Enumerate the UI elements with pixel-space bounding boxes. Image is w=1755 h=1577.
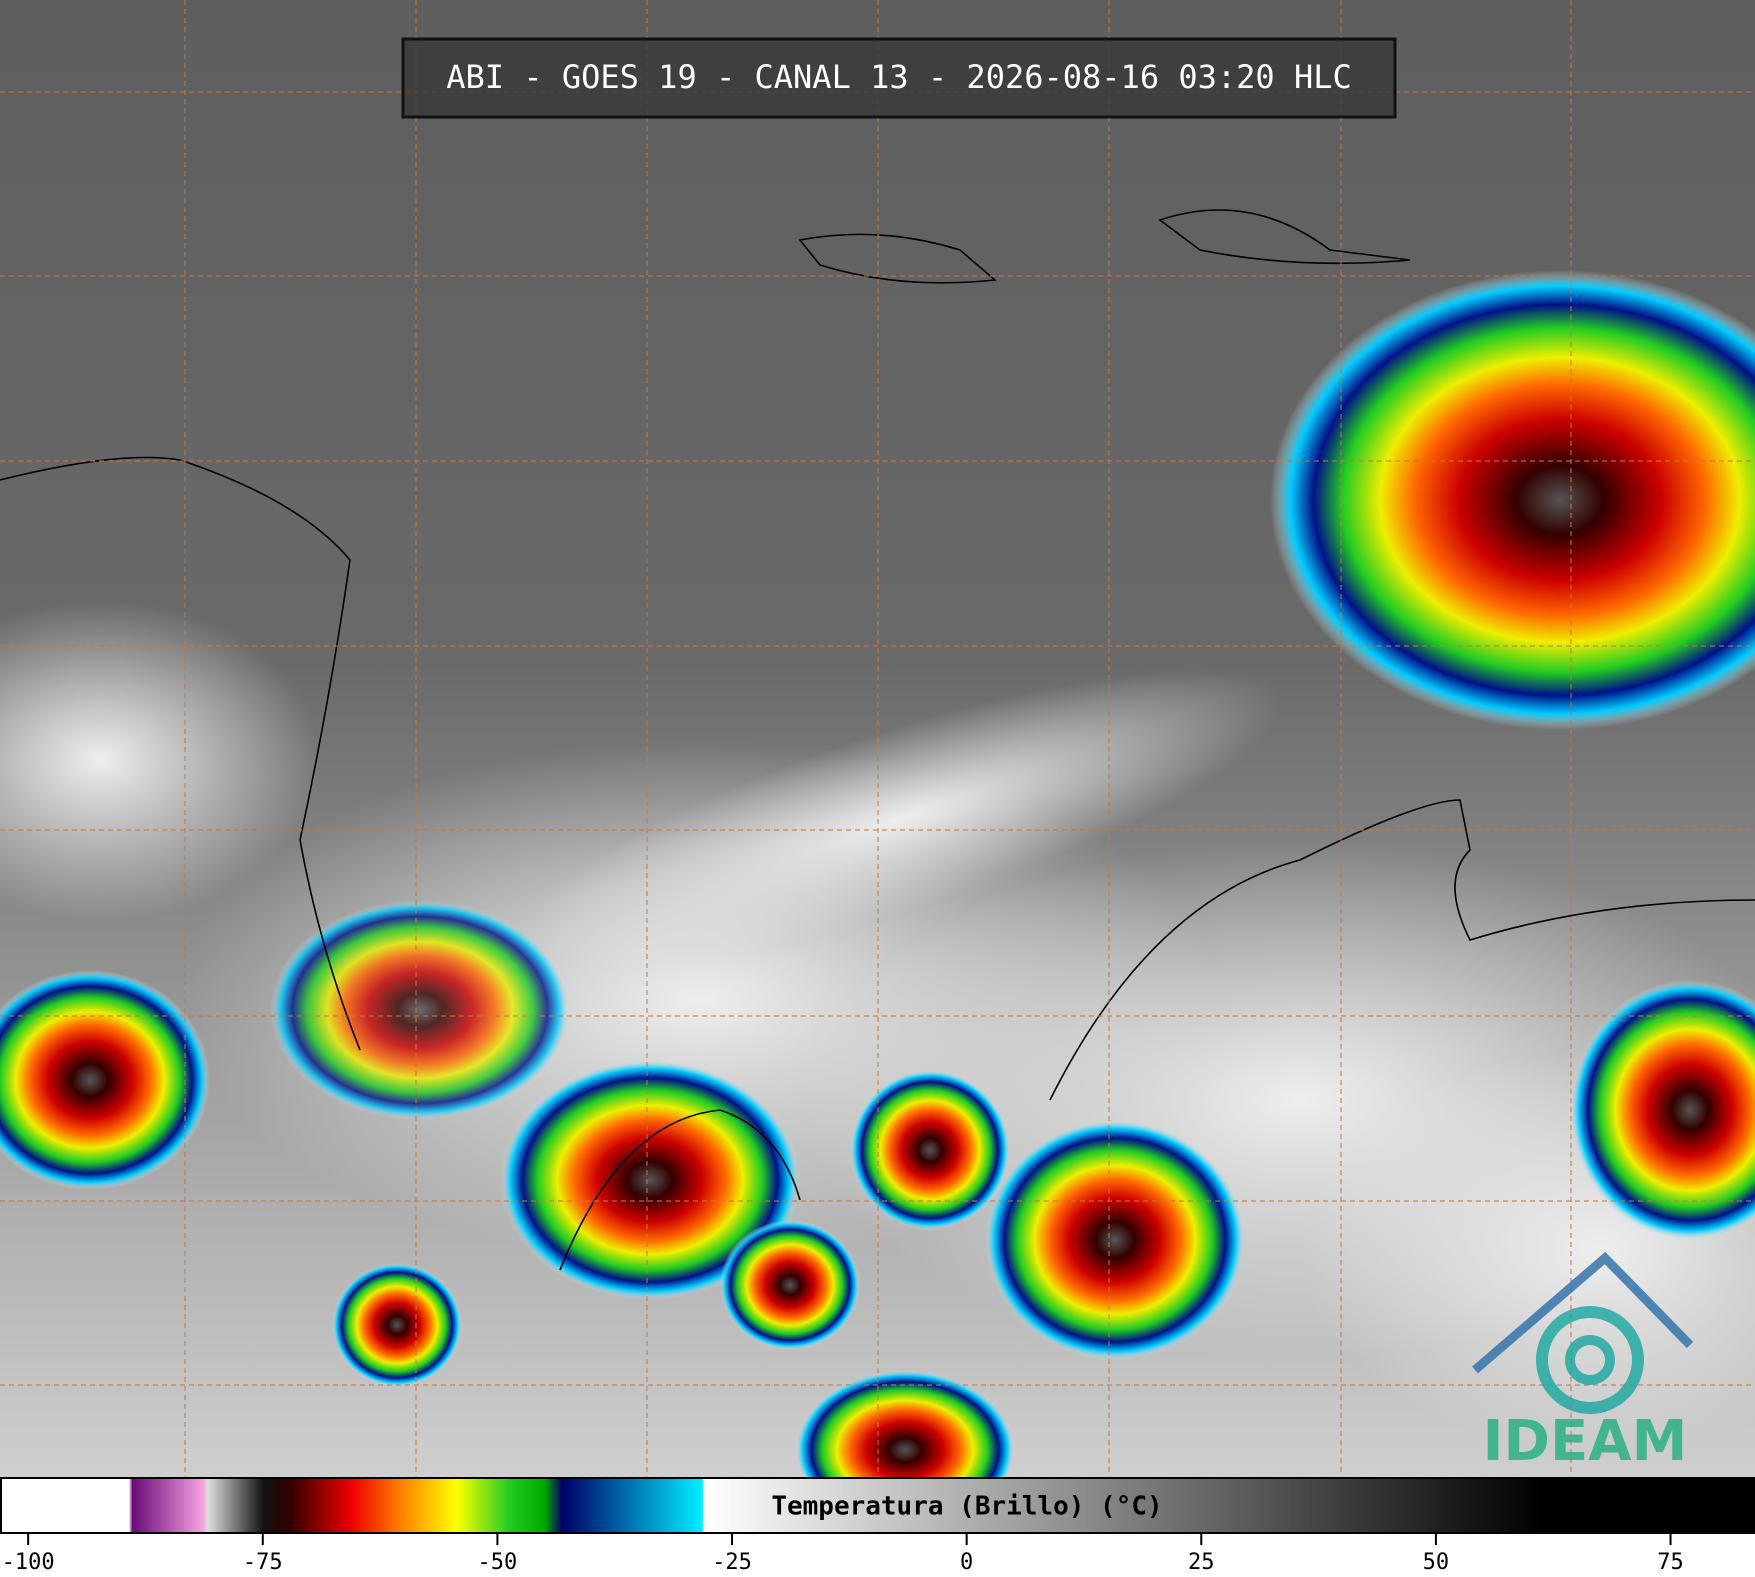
graticule: [0, 0, 1755, 1477]
tick-label: 75: [1657, 1550, 1684, 1575]
logo: IDEAM: [1472, 1251, 1694, 1474]
logo-text: IDEAM: [1483, 1409, 1688, 1474]
colorbar-label: Temperatura (Brillo) (°C): [771, 1492, 1162, 1522]
colorbar: [0, 1477, 1755, 1534]
coastlines: [0, 209, 1755, 1271]
tick-label: 50: [1423, 1550, 1450, 1575]
storms: [0, 270, 1755, 1530]
title: ABI - GOES 19 - CANAL 13 - 2026-08-16 03…: [446, 58, 1351, 96]
tick-label: -50: [478, 1550, 518, 1575]
tick-label: -100: [2, 1550, 55, 1575]
tick-label: -75: [243, 1550, 283, 1575]
tick-label: 0: [960, 1550, 973, 1575]
title-box: [401, 37, 1397, 119]
tick-label: 25: [1188, 1550, 1215, 1575]
colorbar-ticks: -100 -75 -50 -25 0 25 50 75: [2, 1533, 1684, 1575]
tick-label: -25: [712, 1550, 752, 1575]
